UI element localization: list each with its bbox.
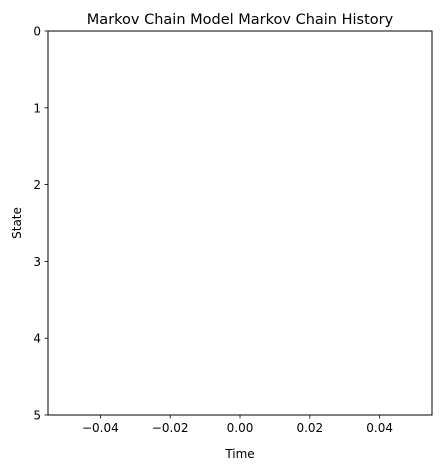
x-tick-label: −0.02 xyxy=(152,421,189,435)
y-tick-label: 1 xyxy=(33,101,41,115)
y-axis-label: State xyxy=(10,207,24,239)
y-tick-label: 2 xyxy=(33,178,41,192)
x-tick-label: 0.00 xyxy=(227,421,254,435)
x-axis: −0.04 −0.02 0.00 0.02 0.04 xyxy=(82,415,393,435)
y-tick-label: 0 xyxy=(33,25,41,39)
x-tick-label: 0.04 xyxy=(366,421,393,435)
y-tick-label: 3 xyxy=(33,255,41,269)
y-axis: 0 1 2 3 4 5 xyxy=(33,25,48,423)
y-tick-label: 4 xyxy=(33,332,41,346)
chart-title: Markov Chain Model Markov Chain History xyxy=(87,12,394,28)
x-tick-label: 0.02 xyxy=(296,421,323,435)
x-axis-label: Time xyxy=(224,447,254,461)
y-tick-label: 5 xyxy=(33,409,41,423)
x-tick-label: −0.04 xyxy=(82,421,119,435)
